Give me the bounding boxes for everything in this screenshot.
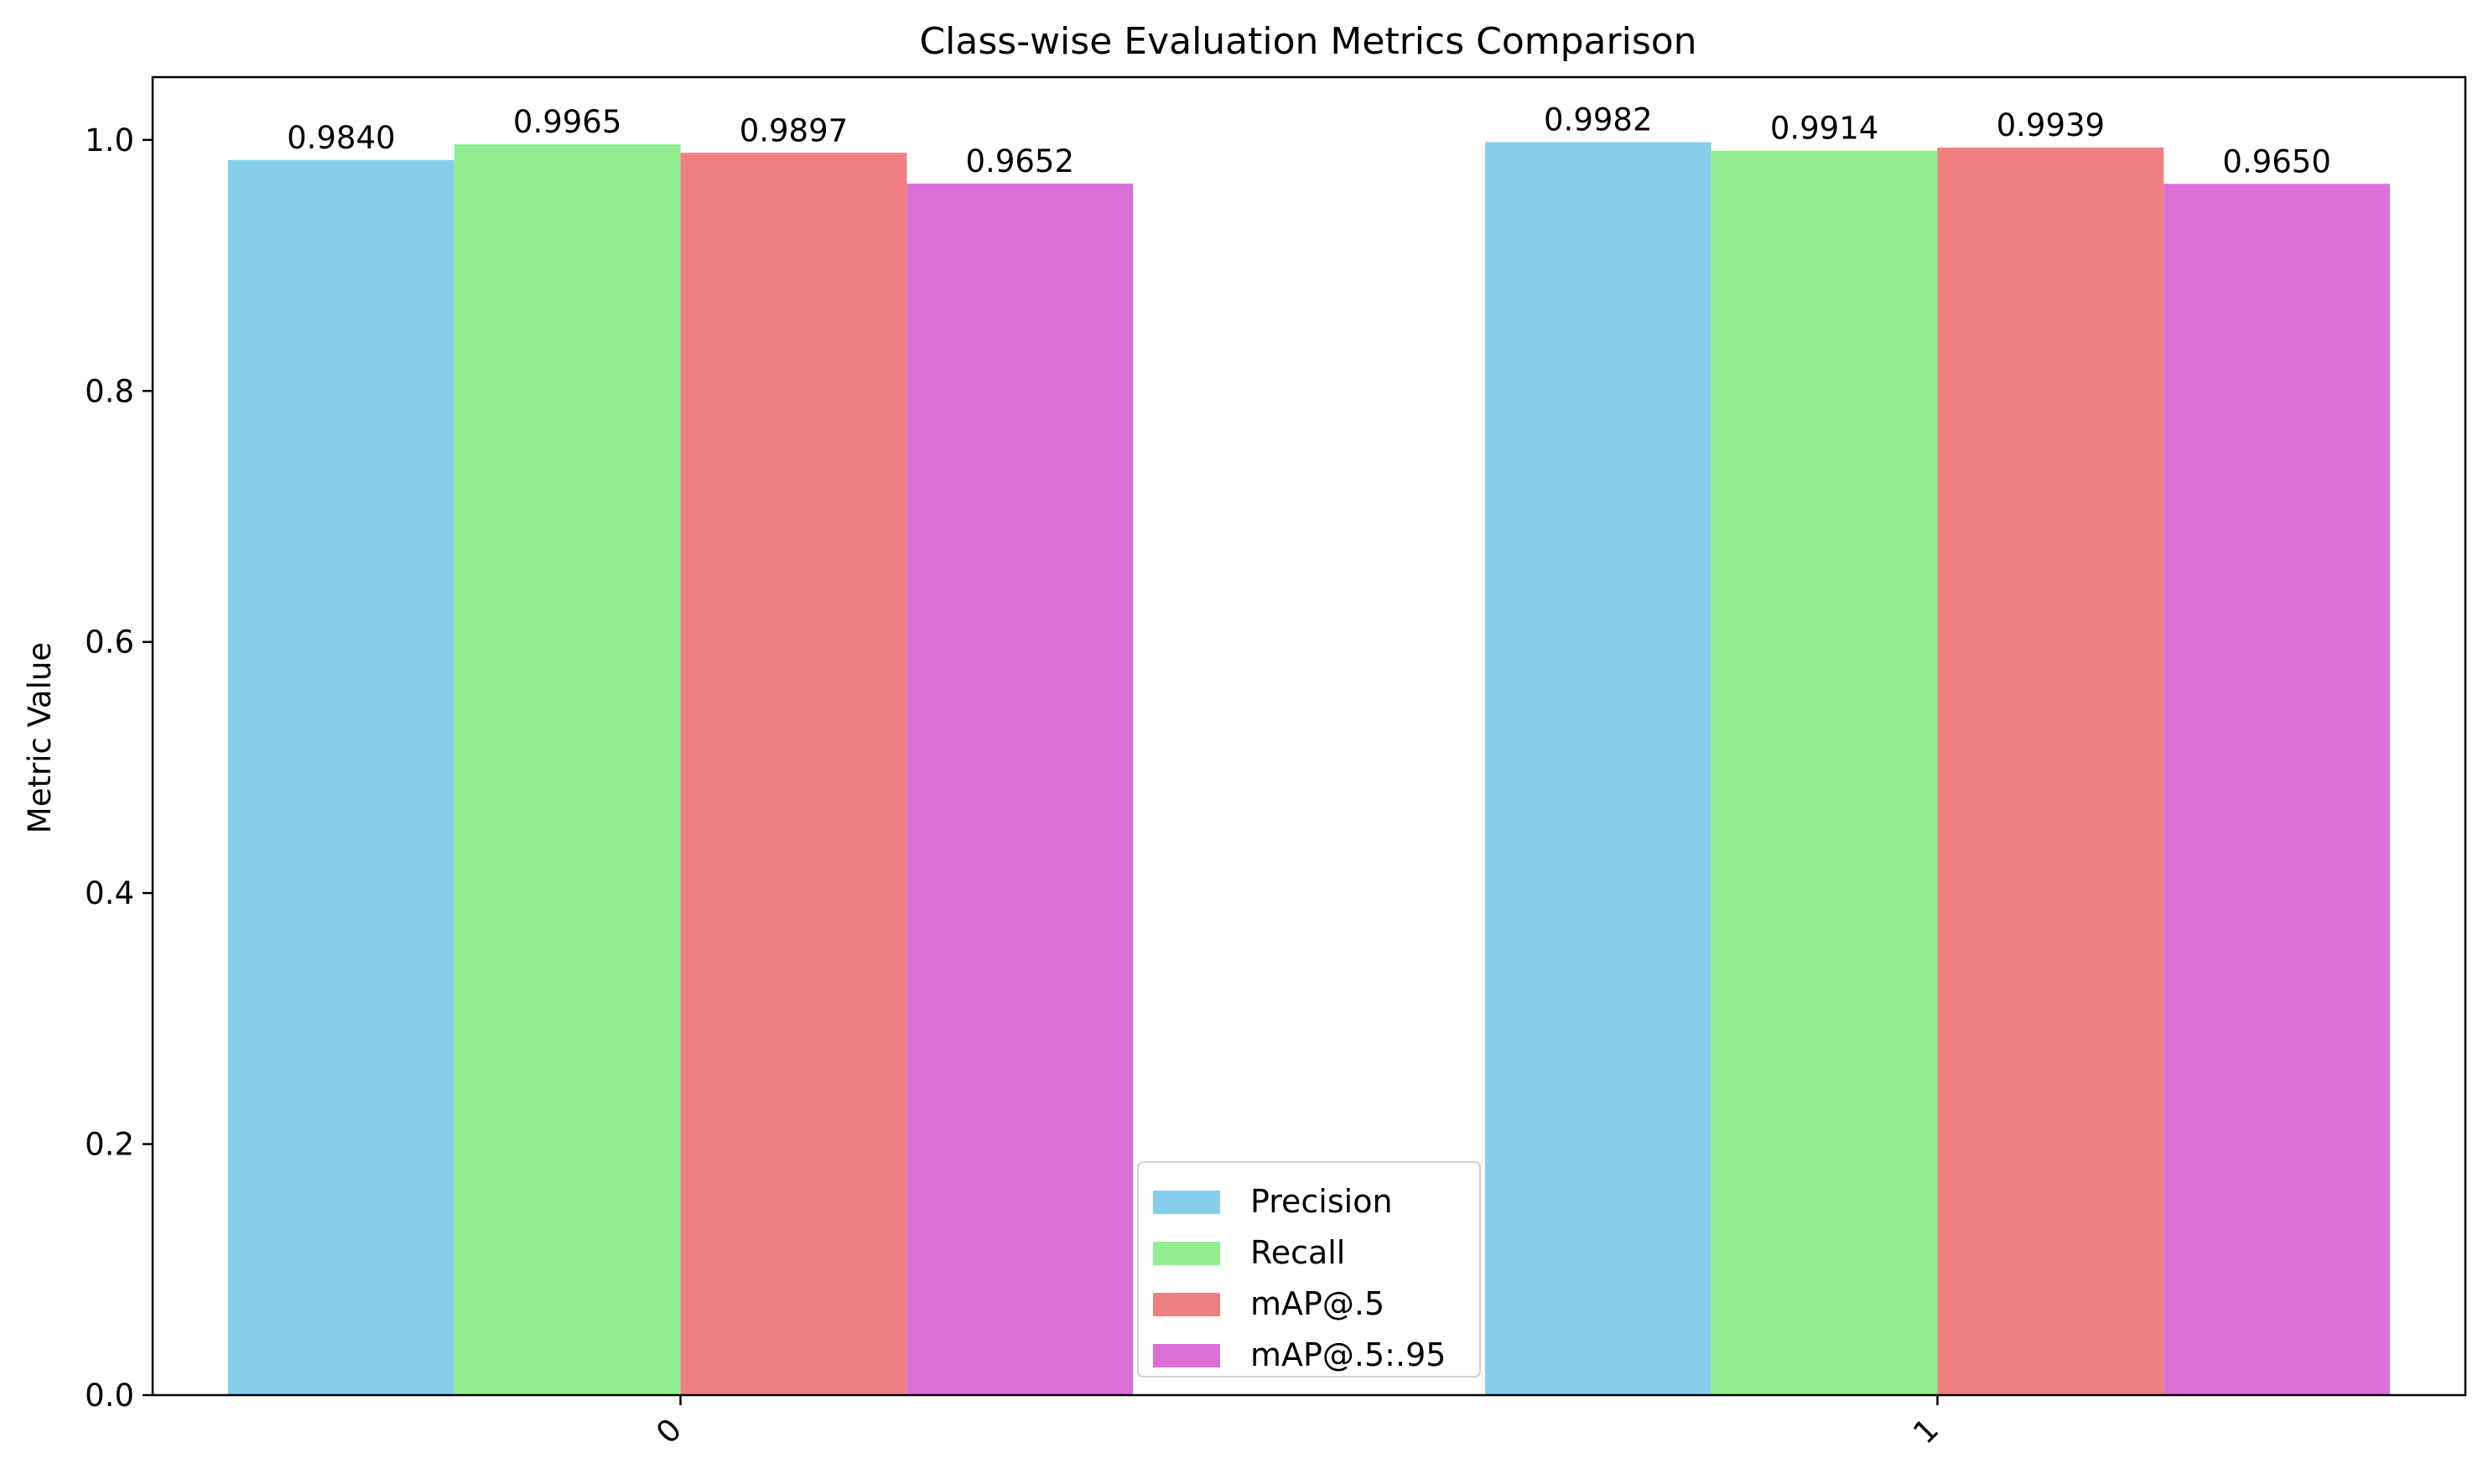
bar-recall-class-0	[454, 144, 681, 1395]
data-label: 0.9897	[740, 112, 848, 148]
bar-map-5-95-class-1	[2163, 184, 2391, 1396]
y-tick-label: 0.4	[85, 875, 134, 911]
bars-layer	[227, 142, 2391, 1396]
chart-title: Class-wise Evaluation Metrics Comparison	[919, 20, 1696, 63]
bar-precision-class-0	[227, 159, 454, 1396]
data-label: 0.9914	[1770, 111, 1878, 147]
data-labels-layer: 0.9840 0.9982 0.9965 0.9914 0.9897 0.9939 0.96…	[287, 102, 2331, 180]
x-tick-label: 0	[649, 1411, 688, 1450]
data-label: 0.9982	[1544, 102, 1652, 138]
data-label: 0.9939	[1997, 107, 2105, 143]
legend-label: mAP@.5	[1250, 1285, 1384, 1322]
data-label: 0.9650	[2222, 143, 2330, 179]
y-tick-label: 0.2	[85, 1127, 134, 1163]
legend: Precision Recall mAP@.5 mAP@.5:.95	[1137, 1161, 1481, 1378]
bar-recall-class-1	[1711, 150, 1938, 1396]
y-tick-label: 0.0	[85, 1378, 134, 1414]
legend-label: Precision	[1250, 1183, 1393, 1220]
data-label: 0.9840	[287, 120, 395, 156]
legend-swatch	[1153, 1344, 1220, 1367]
bar-precision-class-1	[1484, 142, 1711, 1395]
bar-map-5-95-class-0	[906, 183, 1134, 1395]
x-tick-label: 1	[1906, 1411, 1945, 1450]
axes-layer: 0.0 0.2 0.4 0.6 0.8 1.0 0 1	[85, 75, 2467, 1450]
y-tick-label: 0.6	[85, 625, 134, 661]
legend-label: mAP@.5:.95	[1250, 1336, 1446, 1373]
y-tick-label: 1.0	[85, 122, 134, 158]
data-label: 0.9652	[966, 143, 1074, 179]
y-tick-label: 0.8	[85, 373, 134, 409]
legend-swatch	[1153, 1191, 1220, 1214]
bar-map-5-class-1	[1937, 147, 2164, 1395]
legend-swatch	[1153, 1242, 1220, 1265]
y-axis-label: Metric Value	[22, 642, 58, 833]
data-label: 0.9965	[513, 104, 621, 140]
legend-box	[1137, 1161, 1481, 1378]
legend-swatch	[1153, 1293, 1220, 1316]
legend-label: Recall	[1250, 1234, 1345, 1271]
plot-frame	[151, 75, 2467, 1397]
bar-map-5-class-0	[680, 153, 907, 1395]
